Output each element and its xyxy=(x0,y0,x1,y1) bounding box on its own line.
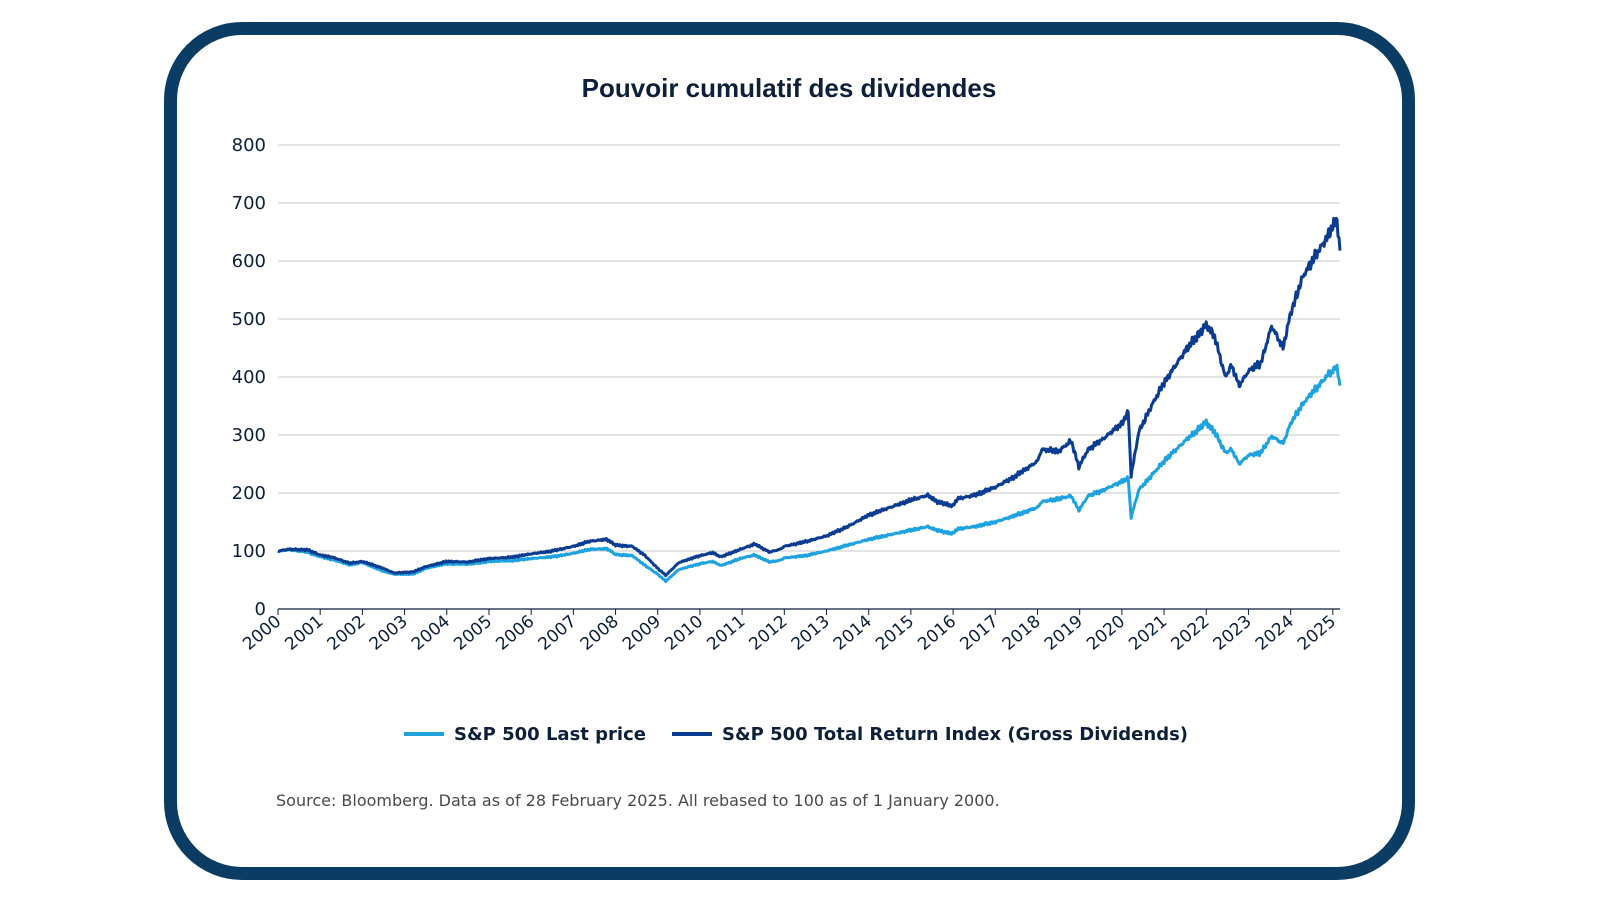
legend-label-1: S&P 500 Last price xyxy=(454,724,646,745)
legend-label-2: S&P 500 Total Return Index (Gross Divide… xyxy=(722,724,1188,745)
x-tick-label: 2005 xyxy=(450,612,496,655)
x-tick-label: 2018 xyxy=(999,612,1045,655)
x-tick-label: 2025 xyxy=(1294,612,1340,655)
chart-title: Pouvoir cumulatif des dividendes xyxy=(582,73,997,103)
y-tick-label: 600 xyxy=(232,251,266,272)
series-line-1 xyxy=(277,363,1342,584)
x-tick-label: 2021 xyxy=(1125,612,1171,655)
y-axis-ticks: 0 100 200 300 400 500 600 700 800 xyxy=(232,135,266,620)
x-tick-label: 2022 xyxy=(1167,612,1213,655)
y-tick-label: 400 xyxy=(232,367,266,388)
x-tick-label: 2003 xyxy=(366,612,412,655)
x-tick-label: 2013 xyxy=(788,612,834,655)
x-tick-label: 2009 xyxy=(619,612,665,655)
y-tick-label: 0 xyxy=(255,599,266,620)
x-tick-label: 2008 xyxy=(577,612,623,655)
x-tick-label: 2002 xyxy=(324,612,370,655)
legend: S&P 500 Last price S&P 500 Total Return I… xyxy=(404,724,1188,745)
x-tick-label: 2020 xyxy=(1083,612,1129,655)
y-tick-label: 300 xyxy=(232,425,266,446)
x-tick-label: 2004 xyxy=(408,612,454,655)
x-tick-label: 2014 xyxy=(830,612,876,655)
x-tick-label: 2001 xyxy=(281,612,327,655)
series-line-2 xyxy=(277,216,1342,578)
x-tick-label: 2012 xyxy=(746,612,792,655)
chart-frame xyxy=(164,22,1415,880)
grid-lines xyxy=(278,144,1340,552)
source-note: Source: Bloomberg. Data as of 28 Februar… xyxy=(276,791,1000,810)
y-tick-label: 100 xyxy=(232,541,266,562)
x-tick-label: 2006 xyxy=(492,612,538,655)
y-tick-label: 700 xyxy=(232,193,266,214)
y-tick-label: 200 xyxy=(232,483,266,504)
x-tick-label: 2011 xyxy=(703,612,749,655)
x-tick-label: 2019 xyxy=(1041,612,1087,655)
x-tick-label: 2023 xyxy=(1210,612,1256,655)
x-tick-label: 2010 xyxy=(661,612,707,655)
x-tick-label: 2024 xyxy=(1252,612,1298,655)
y-tick-label: 800 xyxy=(232,135,266,156)
y-tick-label: 500 xyxy=(232,309,266,330)
x-axis: 2000200120022003200420052006200720082009… xyxy=(239,608,1340,655)
x-tick-label: 2016 xyxy=(914,612,960,655)
x-tick-label: 2015 xyxy=(872,612,918,655)
x-tick-label: 2017 xyxy=(956,612,1002,655)
series-lines xyxy=(277,216,1342,584)
x-tick-label: 2007 xyxy=(535,612,581,655)
